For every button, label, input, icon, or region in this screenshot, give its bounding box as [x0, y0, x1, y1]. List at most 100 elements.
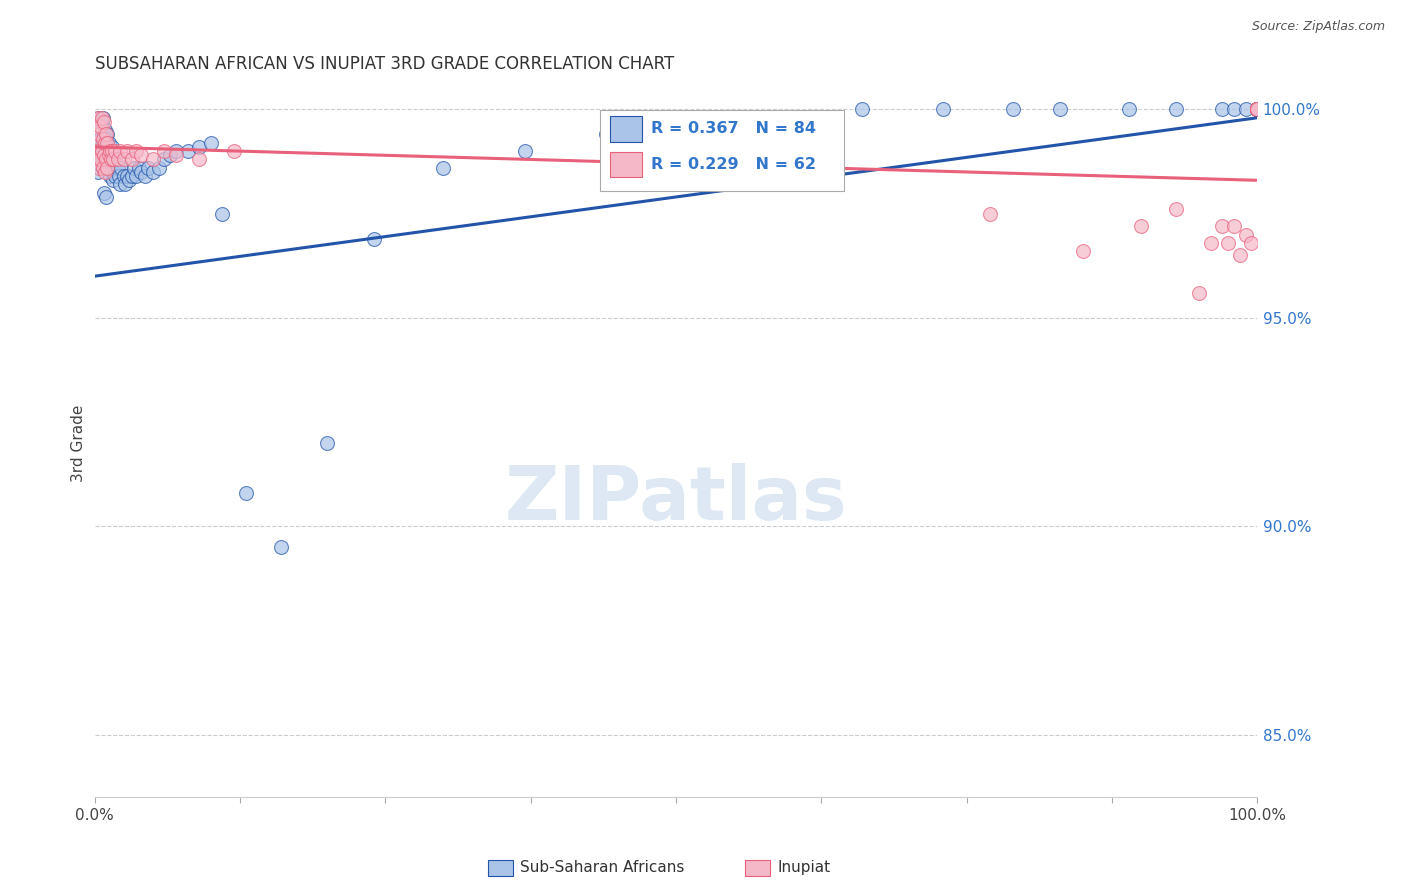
- Point: [1234, 103, 1257, 117]
- Point: [1246, 103, 1268, 117]
- Point: [114, 178, 136, 192]
- Point: [96, 161, 118, 175]
- Y-axis label: 3rd Grade: 3rd Grade: [72, 404, 86, 482]
- Text: R = 0.367   N = 84: R = 0.367 N = 84: [651, 120, 817, 136]
- Point: [108, 144, 131, 158]
- Point: [90, 144, 112, 158]
- Point: [121, 169, 143, 183]
- Point: [1188, 285, 1211, 300]
- Point: [91, 161, 114, 175]
- Point: [165, 144, 187, 158]
- Point: [188, 153, 211, 167]
- Point: [1246, 103, 1268, 117]
- Point: [87, 111, 110, 125]
- Point: [91, 161, 114, 175]
- Point: [112, 169, 135, 183]
- Point: [176, 144, 198, 158]
- Point: [188, 140, 211, 154]
- Point: [1049, 103, 1071, 117]
- Point: [222, 144, 245, 158]
- Point: [851, 103, 873, 117]
- Point: [98, 144, 121, 158]
- Point: [118, 173, 141, 187]
- Point: [432, 161, 454, 175]
- Point: [96, 156, 118, 170]
- Point: [1211, 103, 1233, 117]
- Point: [932, 103, 955, 117]
- Point: [107, 161, 129, 175]
- Point: [1246, 103, 1268, 117]
- Point: [108, 178, 131, 192]
- Point: [97, 136, 120, 150]
- Point: [1246, 103, 1268, 117]
- Point: [96, 153, 118, 167]
- Point: [101, 173, 124, 187]
- FancyBboxPatch shape: [610, 116, 643, 142]
- Point: [1246, 103, 1268, 117]
- Point: [93, 115, 115, 129]
- Point: [1229, 248, 1251, 262]
- Point: [129, 148, 152, 162]
- Point: [153, 144, 176, 158]
- Text: Source: ZipAtlas.com: Source: ZipAtlas.com: [1251, 20, 1385, 33]
- Point: [1246, 103, 1268, 117]
- Point: [165, 148, 187, 162]
- Point: [89, 128, 111, 142]
- Point: [1246, 103, 1268, 117]
- Point: [98, 144, 121, 158]
- Point: [1129, 219, 1152, 234]
- Point: [1164, 202, 1187, 217]
- Point: [115, 169, 138, 183]
- Point: [93, 148, 115, 162]
- Point: [90, 111, 112, 125]
- Point: [91, 131, 114, 145]
- Point: [100, 153, 122, 167]
- Point: [1246, 103, 1268, 117]
- Point: [1164, 103, 1187, 117]
- Point: [93, 153, 115, 167]
- Point: [1246, 103, 1268, 117]
- Point: [91, 136, 114, 150]
- Point: [89, 156, 111, 170]
- Point: [979, 207, 1001, 221]
- Point: [1071, 244, 1094, 259]
- Point: [1246, 103, 1268, 117]
- Point: [89, 119, 111, 133]
- Point: [89, 123, 111, 137]
- Text: SUBSAHARAN AFRICAN VS INUPIAT 3RD GRADE CORRELATION CHART: SUBSAHARAN AFRICAN VS INUPIAT 3RD GRADE …: [94, 55, 673, 73]
- Point: [87, 144, 110, 158]
- Point: [595, 128, 617, 142]
- Point: [89, 153, 111, 167]
- Point: [105, 153, 128, 167]
- Point: [316, 436, 339, 450]
- Point: [87, 165, 110, 179]
- Text: Sub-Saharan Africans: Sub-Saharan Africans: [520, 861, 685, 875]
- Text: ZIPatlas: ZIPatlas: [505, 463, 848, 536]
- Point: [84, 153, 107, 167]
- Point: [363, 232, 385, 246]
- Point: [101, 144, 124, 158]
- Point: [101, 140, 124, 154]
- Point: [1240, 235, 1263, 250]
- Point: [107, 153, 129, 167]
- Point: [128, 161, 150, 175]
- Point: [104, 144, 127, 158]
- Text: Inupiat: Inupiat: [778, 861, 831, 875]
- Point: [1246, 103, 1268, 117]
- Point: [86, 153, 108, 167]
- Point: [1246, 103, 1268, 117]
- Point: [159, 148, 181, 162]
- Point: [125, 144, 148, 158]
- Point: [96, 128, 118, 142]
- Point: [136, 161, 159, 175]
- Text: R = 0.229   N = 62: R = 0.229 N = 62: [651, 157, 817, 172]
- Point: [108, 169, 131, 183]
- Point: [87, 111, 110, 125]
- Point: [98, 169, 121, 183]
- Point: [1246, 103, 1268, 117]
- Point: [89, 161, 111, 175]
- FancyBboxPatch shape: [610, 152, 643, 178]
- Point: [91, 111, 114, 125]
- Point: [89, 148, 111, 162]
- Point: [103, 161, 125, 175]
